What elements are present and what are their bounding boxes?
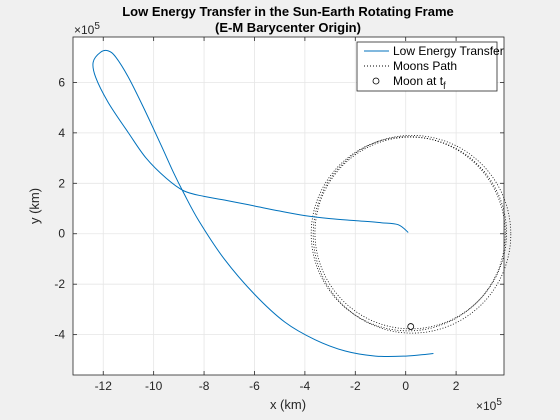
transfer-trajectory-line xyxy=(92,49,434,358)
chart-title-line-2: (E-M Barycenter Origin) xyxy=(215,20,361,35)
y-tick-label: 0 xyxy=(58,227,65,241)
x-tick-label: 2 xyxy=(453,379,460,393)
legend-label-moon-tf-subscript: f xyxy=(443,81,446,92)
y-tick-label: 4 xyxy=(58,126,65,140)
legend-box xyxy=(356,41,498,92)
x-tick-label: -4 xyxy=(300,379,311,393)
x-tick-label: -6 xyxy=(249,379,260,393)
legend-label-moon-tf: Moon at tf xyxy=(393,74,446,92)
x-tick-label: -10 xyxy=(145,379,163,393)
y-axis-multiplier: ×105 xyxy=(74,21,100,37)
moon-at-tf-marker xyxy=(407,323,415,330)
legend: Low Energy Transfer Moons Path Moon at t… xyxy=(356,41,504,92)
ticks: -12 -10 -8 -6 -4 -2 0 2 -4 -2 0 2 4 6 xyxy=(54,37,504,393)
y-tick-label: 2 xyxy=(58,176,65,190)
x-tick-label: 0 xyxy=(402,379,409,393)
y-axis-label: y (km) xyxy=(27,188,42,224)
x-tick-label: -8 xyxy=(199,379,210,393)
moon-path-loop xyxy=(314,136,507,330)
plot-area xyxy=(73,37,504,375)
chart-title-line-1: Low Energy Transfer in the Sun-Earth Rot… xyxy=(122,4,454,19)
y-tick-label: -4 xyxy=(54,328,65,342)
x-axis-multiplier: ×105 xyxy=(476,397,502,413)
y-tick-label: -2 xyxy=(54,277,65,291)
legend-label-moon-path: Moons Path xyxy=(393,59,457,73)
moon-path-loop xyxy=(312,134,512,334)
legend-marker-moon-tf xyxy=(372,77,380,85)
x-axis-multiplier-exponent: 5 xyxy=(496,397,502,408)
plot-frame xyxy=(72,36,505,376)
legend-label-transfer: Low Energy Transfer xyxy=(393,44,504,58)
x-axis-label: x (km) xyxy=(270,397,306,412)
y-axis-multiplier-exponent: 5 xyxy=(94,21,100,32)
moon-path-loop xyxy=(310,136,506,332)
grid xyxy=(73,37,504,375)
series-layer xyxy=(92,49,512,358)
x-tick-label: -2 xyxy=(350,379,361,393)
y-tick-label: 6 xyxy=(58,75,65,89)
x-tick-label: -12 xyxy=(95,379,113,393)
